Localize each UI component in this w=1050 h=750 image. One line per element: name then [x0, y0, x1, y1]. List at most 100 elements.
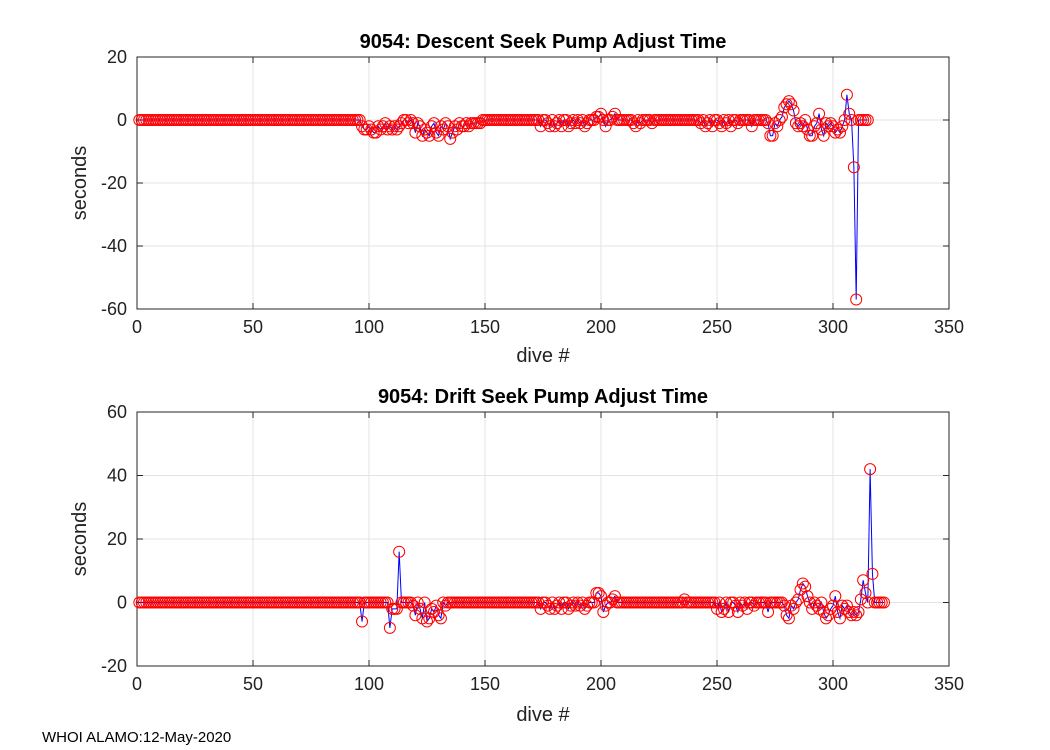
data-point: [704, 114, 717, 126]
data-point: [729, 114, 742, 126]
x-tick-label: 350: [934, 317, 964, 337]
data-point: [787, 104, 800, 117]
data-point: [820, 612, 833, 625]
y-tick-label: -40: [101, 236, 127, 256]
data-point: [771, 120, 784, 133]
data-point: [822, 120, 835, 133]
data-point: [713, 596, 726, 609]
data-point: [423, 129, 436, 142]
data-point: [372, 120, 385, 133]
data-point: [632, 114, 645, 126]
data-point: [792, 120, 805, 133]
x-tick-label: 350: [934, 674, 964, 694]
x-tick-label: 50: [243, 674, 263, 694]
data-point: [571, 596, 584, 609]
data-point: [845, 609, 858, 622]
data-point: [460, 117, 473, 130]
y-tick-label: -60: [101, 299, 127, 319]
y-tick-label: -20: [101, 656, 127, 676]
data-point: [731, 606, 744, 619]
data-point: [801, 590, 814, 603]
data-point: [813, 107, 826, 120]
data-point: [430, 599, 443, 612]
data-point: [567, 114, 580, 126]
data-point: [803, 596, 816, 609]
data-point: [597, 606, 610, 619]
data-point: [810, 117, 823, 130]
x-axis-label: dive #: [516, 345, 570, 367]
x-tick-label: 0: [132, 674, 142, 694]
data-point: [421, 615, 433, 628]
data-point: [878, 596, 891, 609]
x-tick-label: 100: [354, 674, 384, 694]
data-point: [708, 596, 721, 609]
data-point: [759, 596, 772, 609]
descent-chart: 9054: Descent Seek Pump Adjust Time 0 50 1…: [69, 31, 964, 367]
data-point: [409, 609, 422, 622]
data-point: [738, 596, 751, 609]
data-point: [831, 606, 844, 619]
y-axis-label: seconds: [69, 502, 91, 577]
data-point: [539, 114, 552, 126]
data-point: [808, 596, 821, 609]
data-point: [381, 596, 394, 609]
data-point: [801, 123, 814, 136]
data-point: [562, 602, 575, 615]
data-point: [745, 596, 758, 609]
data-point: [608, 590, 621, 603]
data-point: [625, 114, 638, 126]
data-point: [548, 120, 561, 133]
data-point: [859, 586, 872, 599]
data-point: [799, 580, 812, 593]
data-point: [727, 596, 740, 609]
data-point: [722, 606, 735, 619]
data-point: [692, 114, 705, 126]
data-point: [393, 120, 406, 133]
data-point: [799, 114, 812, 126]
x-tick-label: 0: [132, 317, 142, 337]
data-point: [562, 120, 575, 133]
data-point: [847, 606, 860, 619]
data-point: [843, 606, 856, 619]
y-tick-label: -20: [101, 173, 127, 193]
data-point: [360, 123, 373, 136]
data-point: [353, 596, 366, 609]
data-point: [824, 602, 837, 615]
data-point: [822, 609, 835, 622]
data-point: [778, 101, 791, 114]
data-point: [388, 120, 401, 133]
data-point: [411, 117, 424, 130]
data-point: [782, 95, 795, 108]
data-point: [775, 110, 788, 123]
data-point: [817, 129, 830, 142]
data-point: [762, 117, 775, 130]
data-point: [604, 596, 617, 609]
data-point: [864, 463, 877, 476]
data-point: [414, 602, 427, 615]
data-point: [383, 120, 396, 133]
data-point: [785, 98, 798, 111]
data-point: [553, 596, 566, 609]
data-point: [441, 120, 454, 133]
data-point: [543, 602, 556, 615]
data-point: [423, 612, 436, 625]
data-point: [789, 117, 802, 130]
data-point: [780, 98, 793, 111]
data-point: [363, 120, 375, 133]
y-tick-label: 0: [117, 593, 127, 613]
data-point: [578, 602, 591, 615]
data-point: [353, 114, 366, 126]
data-point: [439, 117, 452, 130]
footer-text: WHOI ALAMO:12-May-2020: [42, 729, 231, 746]
data-point: [578, 120, 591, 133]
data-point: [571, 114, 584, 126]
data-point: [532, 114, 545, 126]
data-point: [411, 596, 424, 609]
data-point: [543, 120, 556, 133]
data-point: [861, 114, 874, 126]
data-point: [432, 129, 445, 142]
data-point: [792, 593, 805, 606]
data-point: [383, 621, 396, 634]
